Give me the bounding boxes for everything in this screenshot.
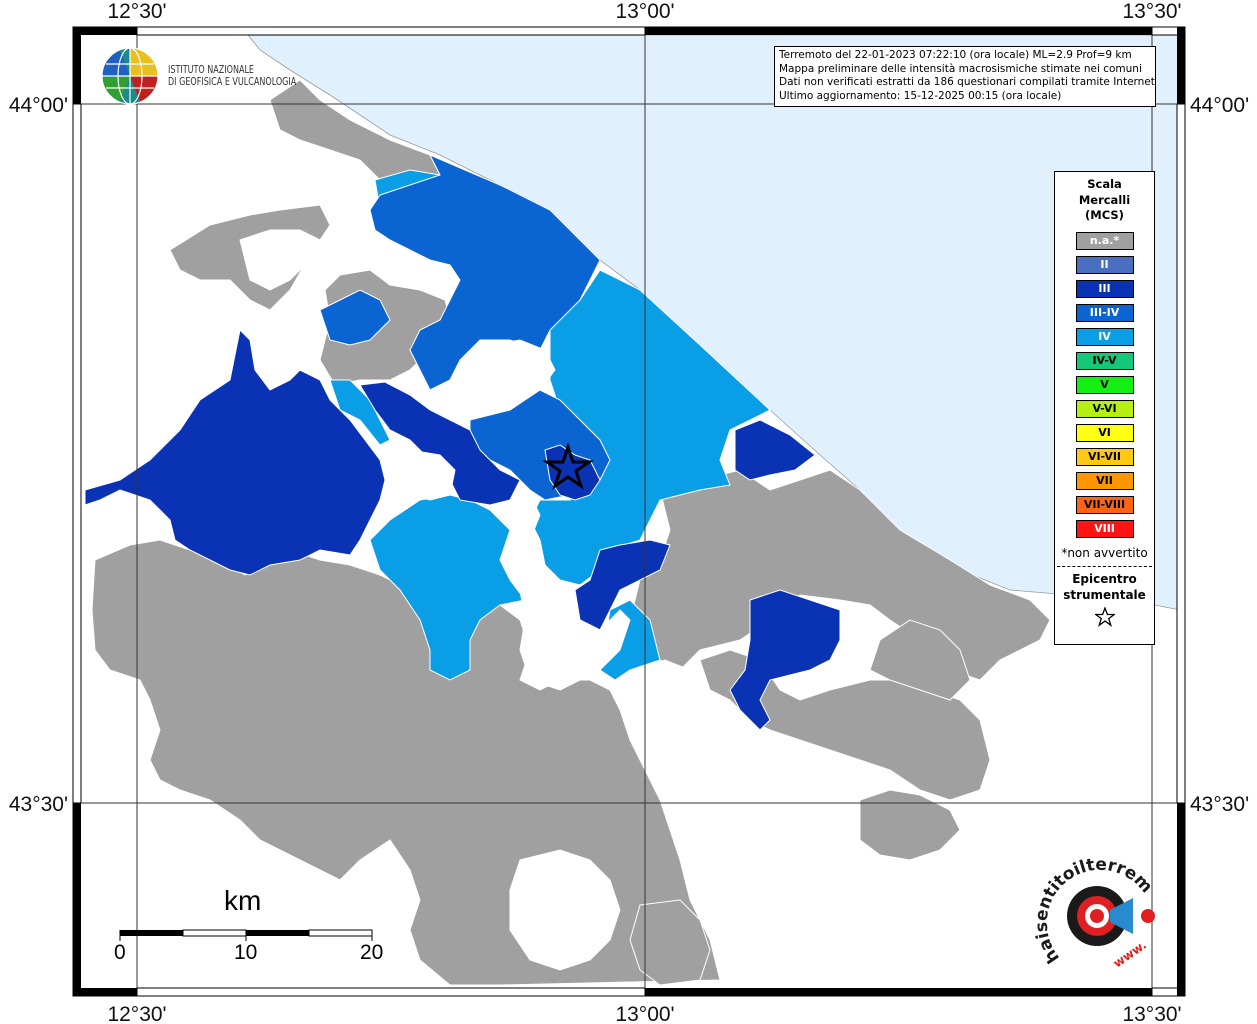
event-info-line1: Terremoto del 22-01-2023 07:22:10 (ora l… (779, 49, 1132, 61)
legend-item-ii: II (1075, 255, 1134, 274)
ingv-name-line2: DI GEOFISICA E VULCANOLOGIA (168, 76, 297, 88)
ingv-name-line1: ISTITUTO NAZIONALE (168, 63, 255, 76)
legend-item-vii: VII (1075, 471, 1134, 490)
scale-bar-graphic (119, 929, 373, 941)
intensity-iii-areas (84, 328, 841, 731)
legend-item-v: V (1075, 375, 1134, 394)
legend-epicenter-line2: strumentale (1063, 587, 1146, 602)
legend-star-icon (1055, 605, 1154, 631)
legend-item-vii-viii: VII-VIII (1075, 495, 1134, 514)
haisentito-www: www. (1111, 938, 1149, 971)
no-data-areas (239, 229, 701, 971)
ingv-logo: ISTITUTO NAZIONALE DI GEOFISICA E VULCAN… (100, 46, 319, 106)
legend-epicenter-line1: Epicentro (1072, 571, 1137, 586)
legend-note: *non avvertito (1061, 545, 1148, 560)
event-info-line2: Mappa preliminare delle intensità macros… (779, 62, 1142, 75)
legend-item-iv-v: IV-V (1075, 351, 1134, 370)
na-municipalities (91, 79, 1051, 986)
left-label-1: 44°00' (9, 94, 68, 117)
legend-separator (1057, 565, 1152, 567)
scale-tick-0: 0 (114, 941, 126, 964)
scale-bar: km 0 10 20 (105, 885, 395, 975)
scale-tick-10: 10 (234, 941, 258, 964)
event-info-line4: Ultimo aggiornamento: 15-12-2025 00:15 (… (779, 89, 1062, 102)
ingv-name: ISTITUTO NAZIONALE DI GEOFISICA E VULCAN… (168, 64, 319, 89)
legend-items: n.a.* II III III-IV IV IV-V V V-VI VI VI-VII VII VI… (1055, 231, 1154, 538)
legend-title-line3: (MCS) (1085, 208, 1124, 222)
intensity-legend: Scala Mercalli (MCS) n.a.* II III III-IV IV I… (1054, 171, 1155, 645)
top-label-2: 13°00' (615, 0, 674, 23)
legend-item-vi: VI (1075, 423, 1134, 442)
event-info-box: Terremoto del 22-01-2023 07:22:10 (ora l… (774, 46, 1156, 107)
intensity-iv-areas (329, 169, 771, 681)
right-label-1: 44°00' (1190, 94, 1249, 117)
globe-icon (101, 47, 159, 105)
axis-labels: 12°30' 13°00' 13°30' 12°30' 13°00' 13°30… (9, 0, 1249, 1024)
map-frame (72, 26, 1186, 997)
bottom-label-3: 13°30' (1122, 1003, 1181, 1024)
haisentito-logo: haisentitoilterremoto.it www. (1035, 858, 1156, 971)
scale-title: km (224, 885, 262, 916)
left-label-2: 43°30' (9, 793, 68, 816)
legend-epicenter-label: Epicentro strumentale (1055, 571, 1154, 603)
legend-item-iv: IV (1075, 327, 1134, 346)
event-info-line3: Dati non verificati estratti da 186 ques… (779, 76, 1156, 88)
right-label-2: 43°30' (1190, 793, 1249, 816)
legend-item-iii-iv: III-IV (1075, 303, 1134, 322)
top-label-3: 13°30' (1122, 0, 1181, 23)
bottom-label-1: 12°30' (107, 1003, 166, 1024)
legend-title-line2: Mercalli (1078, 192, 1131, 207)
bottom-label-2: 13°00' (615, 1003, 674, 1024)
legend-title-line1: Scala (1087, 177, 1122, 191)
legend-item-iii: III (1075, 279, 1134, 298)
top-label-1: 12°30' (107, 0, 166, 23)
legend-item-viii: VIII (1075, 519, 1134, 538)
legend-item-vi-vii: VI-VII (1075, 447, 1134, 466)
scale-tick-20: 20 (360, 941, 384, 964)
legend-item-n-a: n.a.* (1075, 231, 1134, 250)
legend-item-v-vi: V-VI (1075, 399, 1134, 418)
legend-title: Scala Mercalli (MCS) (1055, 177, 1154, 224)
epicenter-star (542, 442, 594, 490)
